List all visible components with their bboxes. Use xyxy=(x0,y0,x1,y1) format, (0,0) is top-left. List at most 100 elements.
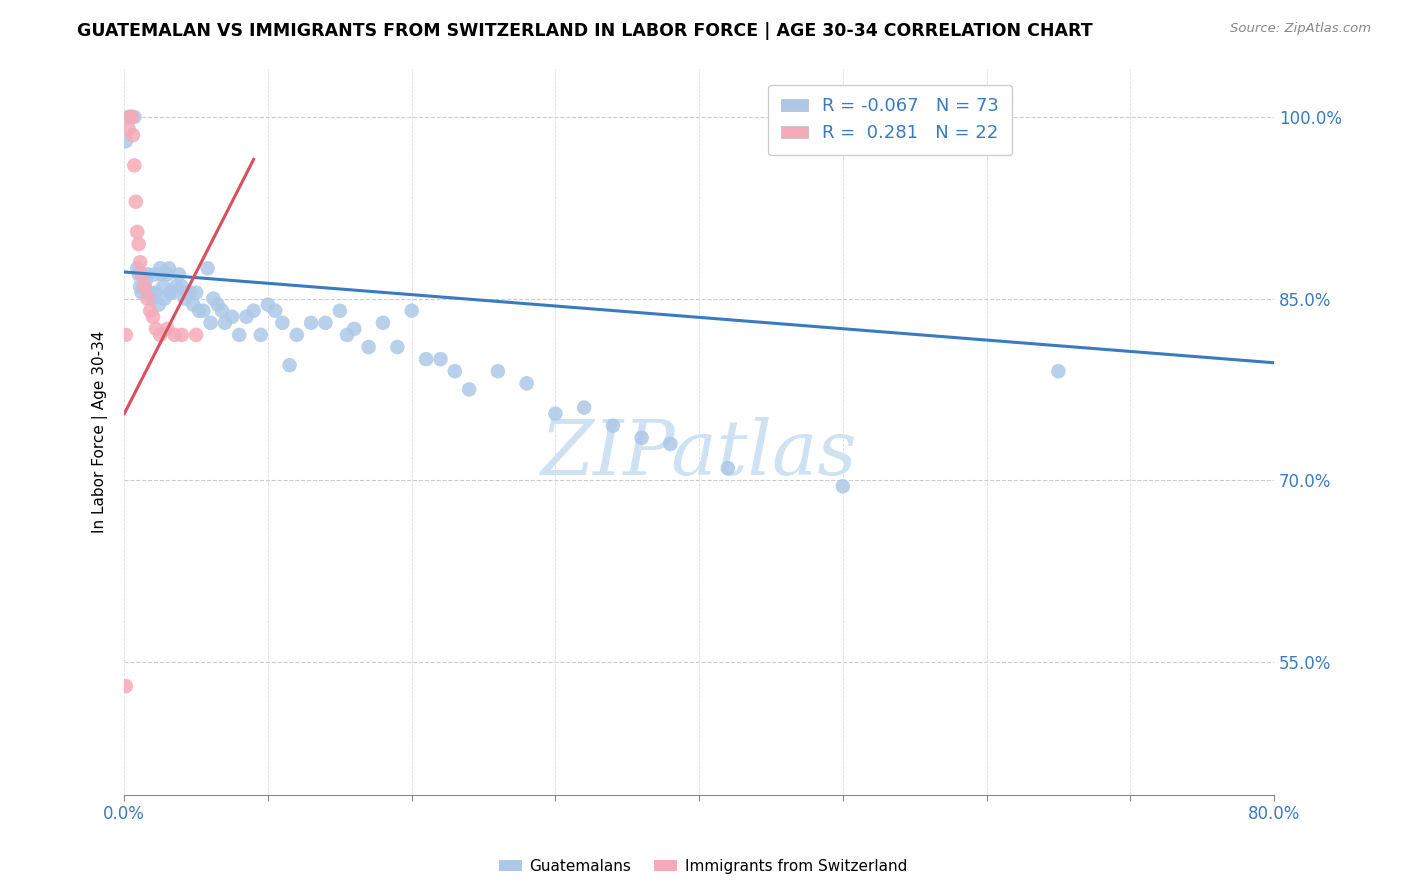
Point xyxy=(214,316,236,330)
Point xyxy=(122,128,145,142)
Point xyxy=(831,479,853,493)
Point xyxy=(173,292,195,306)
Point xyxy=(271,316,294,330)
Point xyxy=(242,303,264,318)
Point xyxy=(264,303,287,318)
Point xyxy=(121,110,143,124)
Point xyxy=(193,303,215,318)
Point xyxy=(415,352,437,367)
Point xyxy=(135,273,157,287)
Point xyxy=(516,376,538,391)
Point xyxy=(1047,364,1070,378)
Point xyxy=(285,327,308,342)
Point xyxy=(131,285,153,300)
Point xyxy=(314,316,336,330)
Point xyxy=(278,358,301,372)
Point xyxy=(200,316,222,330)
Point xyxy=(207,298,229,312)
Point xyxy=(235,310,257,324)
Point xyxy=(156,322,179,336)
Point xyxy=(630,431,652,445)
Point xyxy=(114,134,136,148)
Point xyxy=(153,292,176,306)
Point xyxy=(371,316,394,330)
Legend: R = -0.067   N = 73, R =  0.281   N = 22: R = -0.067 N = 73, R = 0.281 N = 22 xyxy=(768,85,1012,155)
Point xyxy=(125,194,148,209)
Point xyxy=(186,327,208,342)
Point xyxy=(188,303,211,318)
Point xyxy=(131,268,153,282)
Point xyxy=(132,279,155,293)
Point xyxy=(228,327,250,342)
Point xyxy=(142,310,165,324)
Text: ZIPatlas: ZIPatlas xyxy=(541,417,858,491)
Point xyxy=(114,327,136,342)
Point xyxy=(117,122,139,136)
Point xyxy=(221,310,243,324)
Point xyxy=(124,110,146,124)
Point xyxy=(336,327,359,342)
Point xyxy=(357,340,380,354)
Y-axis label: In Labor Force | Age 30-34: In Labor Force | Age 30-34 xyxy=(93,331,108,533)
Point xyxy=(134,279,156,293)
Point xyxy=(157,261,180,276)
Point xyxy=(129,255,152,269)
Point xyxy=(136,268,159,282)
Point xyxy=(299,316,322,330)
Point xyxy=(387,340,409,354)
Point xyxy=(250,327,273,342)
Text: Source: ZipAtlas.com: Source: ZipAtlas.com xyxy=(1230,22,1371,36)
Point xyxy=(118,110,141,124)
Point xyxy=(181,298,204,312)
Point xyxy=(145,285,167,300)
Legend: Guatemalans, Immigrants from Switzerland: Guatemalans, Immigrants from Switzerland xyxy=(492,853,914,880)
Point xyxy=(170,279,193,293)
Point xyxy=(139,285,162,300)
Point xyxy=(143,268,166,282)
Point xyxy=(544,407,567,421)
Point xyxy=(159,285,181,300)
Point xyxy=(186,285,208,300)
Point xyxy=(257,298,280,312)
Point xyxy=(211,303,233,318)
Point xyxy=(659,437,682,451)
Point xyxy=(179,285,201,300)
Point xyxy=(443,364,465,378)
Point xyxy=(149,327,172,342)
Point xyxy=(170,327,193,342)
Point xyxy=(142,292,165,306)
Point xyxy=(139,303,162,318)
Point xyxy=(401,303,423,318)
Point xyxy=(162,285,184,300)
Point xyxy=(486,364,509,378)
Point xyxy=(163,327,186,342)
Point xyxy=(127,225,149,239)
Text: GUATEMALAN VS IMMIGRANTS FROM SWITZERLAND IN LABOR FORCE | AGE 30-34 CORRELATION: GUATEMALAN VS IMMIGRANTS FROM SWITZERLAN… xyxy=(77,22,1092,40)
Point xyxy=(152,279,174,293)
Point xyxy=(136,292,159,306)
Point xyxy=(572,401,595,415)
Point xyxy=(717,461,740,475)
Point xyxy=(156,268,179,282)
Point xyxy=(145,322,167,336)
Point xyxy=(202,292,225,306)
Point xyxy=(150,268,173,282)
Point xyxy=(128,237,150,252)
Point xyxy=(124,158,146,172)
Point xyxy=(128,268,150,282)
Point xyxy=(343,322,366,336)
Point xyxy=(329,303,352,318)
Point xyxy=(121,110,143,124)
Point xyxy=(129,279,152,293)
Point xyxy=(127,261,149,276)
Point xyxy=(148,298,170,312)
Point xyxy=(167,268,190,282)
Point xyxy=(117,110,139,124)
Point xyxy=(197,261,219,276)
Point xyxy=(176,285,198,300)
Point xyxy=(114,679,136,693)
Point xyxy=(458,383,481,397)
Point xyxy=(149,261,172,276)
Point xyxy=(602,418,624,433)
Point xyxy=(429,352,451,367)
